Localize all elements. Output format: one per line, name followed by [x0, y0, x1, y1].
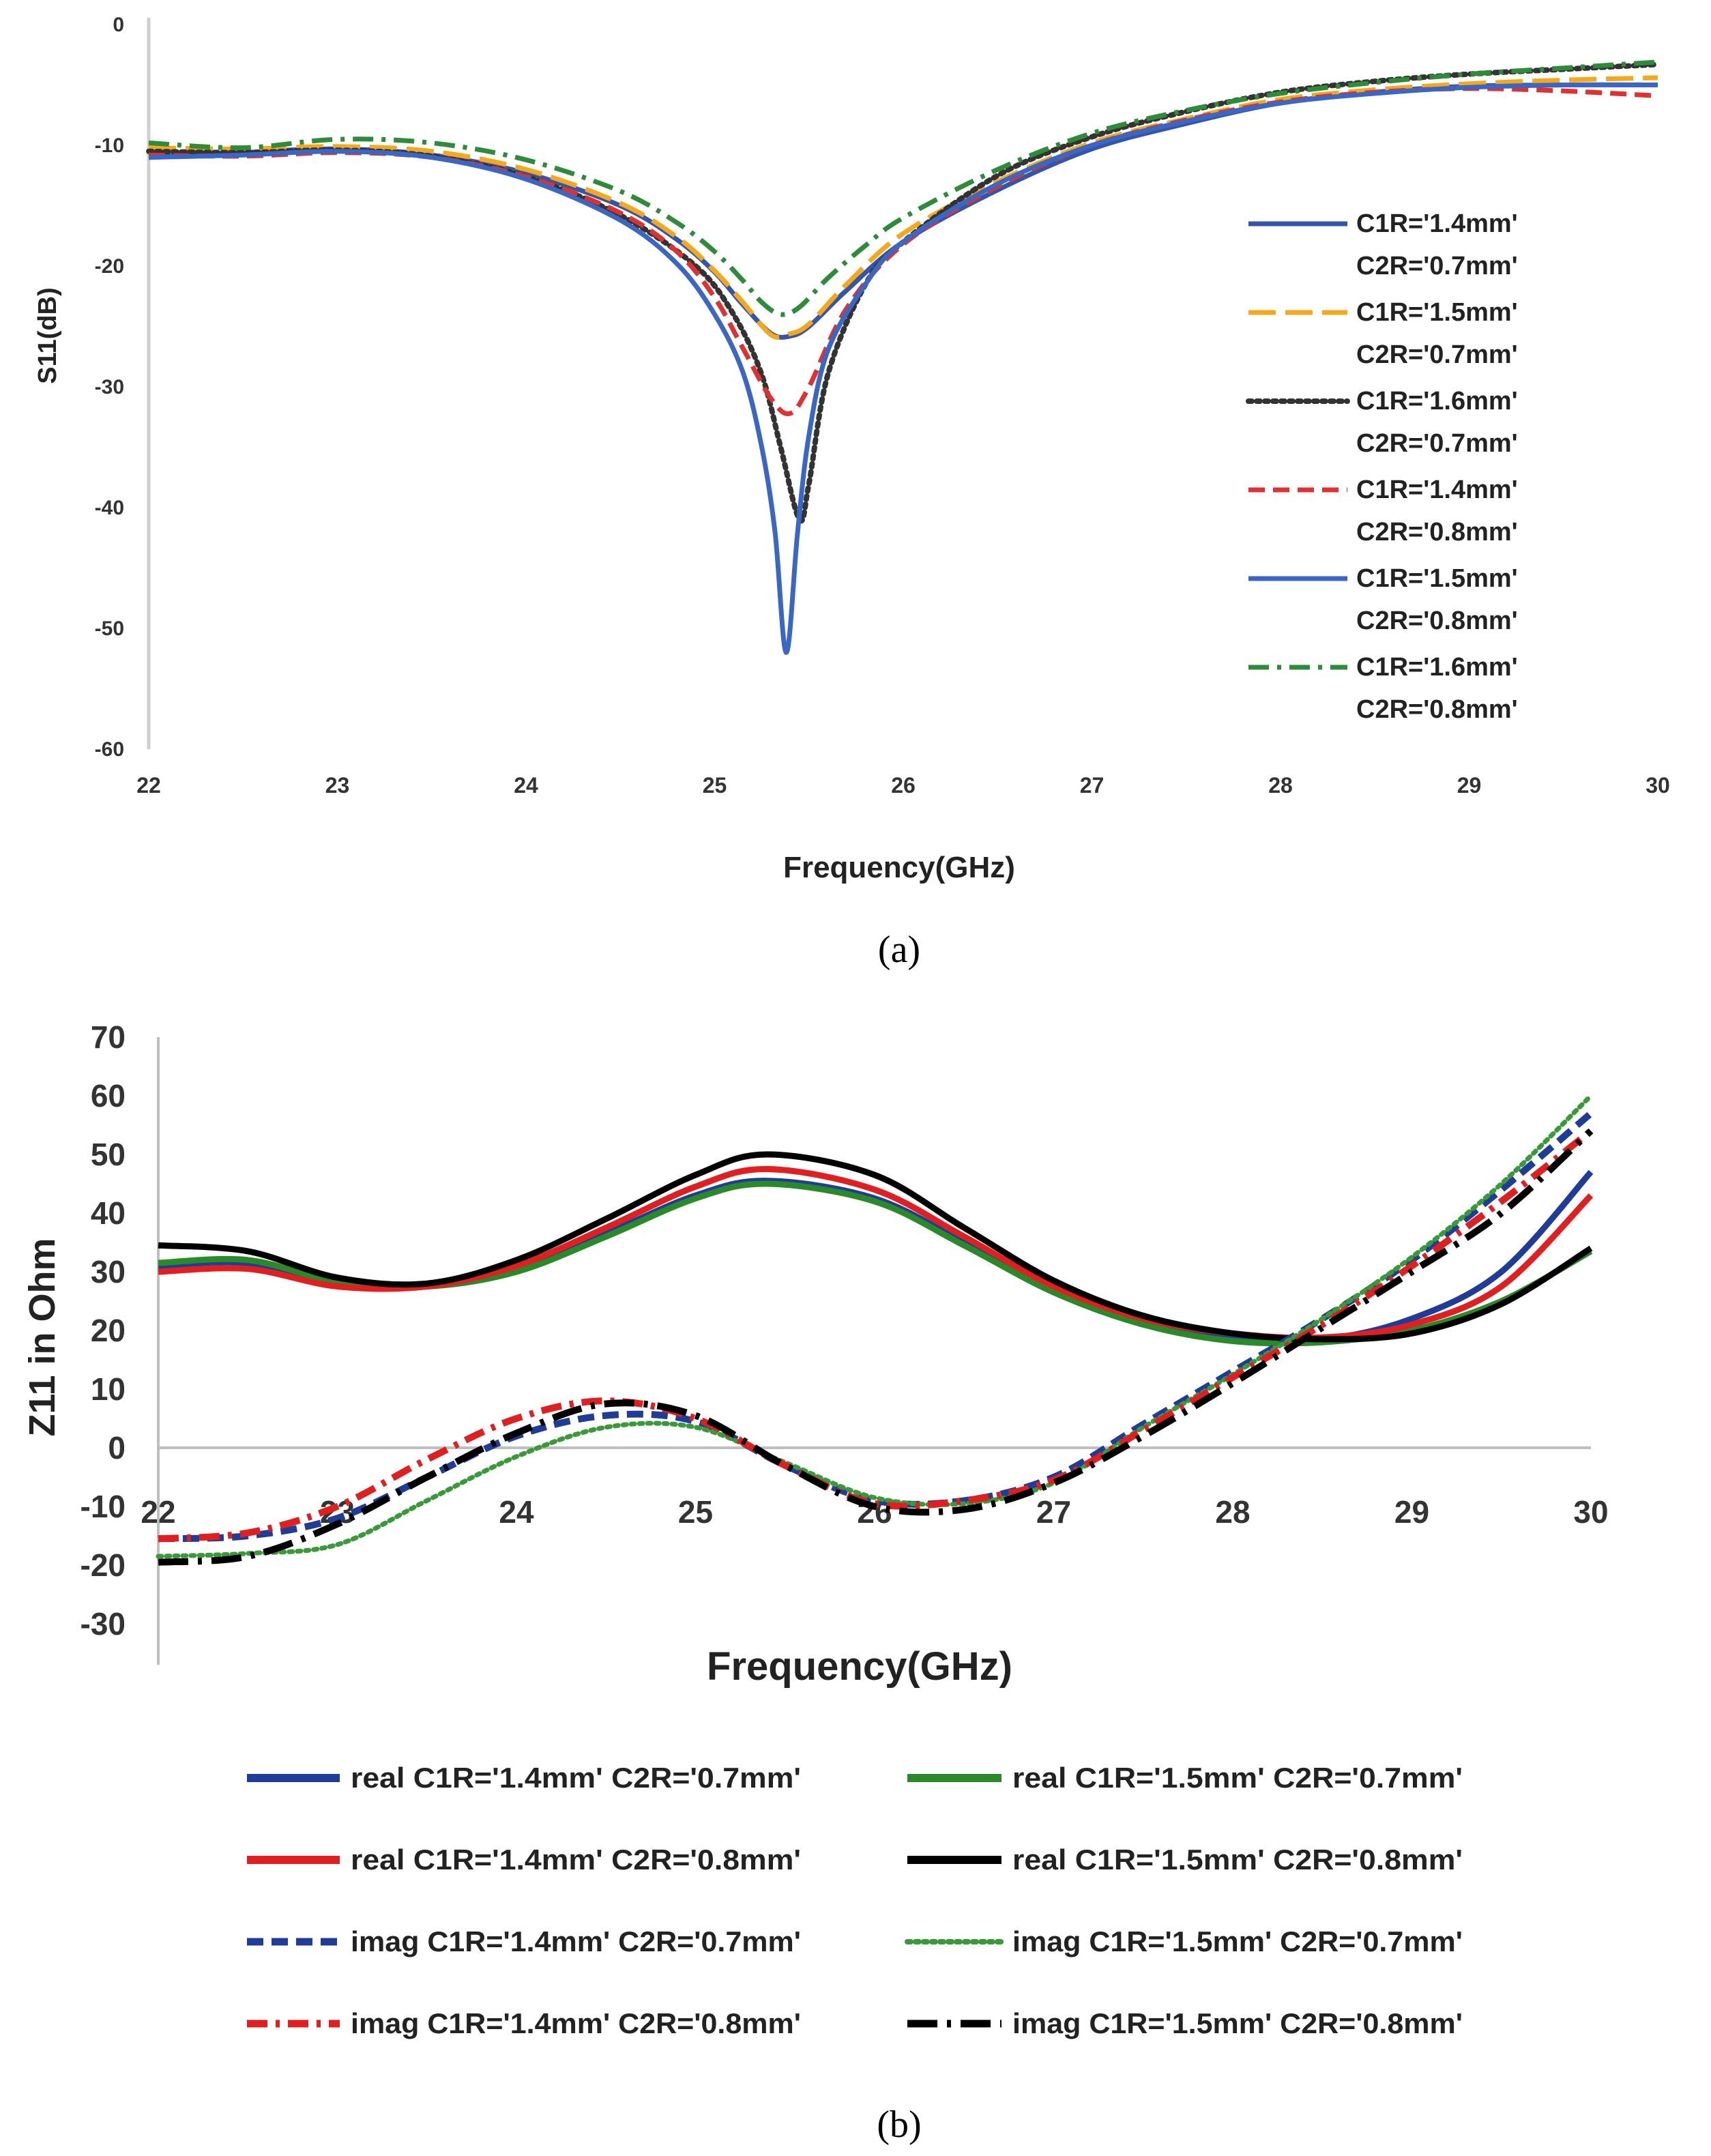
- legend-label: imag C1R='1.5mm' C2R='0.8mm': [1012, 2007, 1463, 2039]
- panel-caption: (b): [877, 2103, 921, 2146]
- y-axis-title: Z11 in Ohm: [22, 1238, 63, 1436]
- y-tick-label: -20: [81, 1547, 126, 1583]
- legend-label: C2R='0.7mm': [1356, 252, 1518, 280]
- series-line-5: [158, 1110, 1594, 1543]
- y-tick-label: 40: [91, 1195, 126, 1231]
- x-tick-label: 28: [1268, 773, 1293, 798]
- y-tick-label: -10: [81, 1489, 126, 1524]
- y-tick-label: 10: [91, 1371, 126, 1407]
- x-tick-label: 28: [1215, 1494, 1250, 1530]
- chart-panel-a: 0 -10 -20 -30 -40 -50 -60 22 23 24 25 26 27 28 29 30 Fre…: [0, 0, 1711, 982]
- y-tick-label: -30: [95, 376, 124, 398]
- x-tick-label: 29: [1394, 1494, 1429, 1530]
- legend-label: real C1R='1.4mm' C2R='0.8mm': [351, 1844, 801, 1876]
- legend-label: C1R='1.4mm': [1356, 476, 1518, 504]
- y-tick-label: 50: [91, 1137, 126, 1172]
- legend-label: C2R='0.7mm': [1356, 340, 1518, 369]
- x-tick-label: 22: [136, 773, 161, 798]
- y-tick-label: -40: [95, 497, 124, 519]
- legend-label: imag C1R='1.4mm' C2R='0.8mm': [351, 2007, 801, 2039]
- x-tick-label: 26: [891, 773, 916, 798]
- x-tick-label: 23: [325, 773, 350, 798]
- x-tick-label: 30: [1573, 1494, 1608, 1530]
- y-tick-label: -30: [81, 1606, 126, 1642]
- series-line-5: [148, 82, 1658, 655]
- y-tick-label: 0: [113, 14, 124, 36]
- legend-label: C1R='1.5mm': [1356, 564, 1518, 593]
- legend-label: real C1R='1.5mm' C2R='0.7mm': [1012, 1762, 1463, 1794]
- legend-label: imag C1R='1.4mm' C2R='0.7mm': [351, 1925, 801, 1957]
- x-axis-title: Frequency(GHz): [707, 1644, 1012, 1689]
- x-tick-label: 24: [514, 773, 538, 798]
- y-axis-title: S11(dB): [33, 287, 62, 383]
- legend-label: C2R='0.8mm': [1356, 607, 1518, 635]
- y-tick-label: -20: [95, 255, 124, 278]
- s11-chart: 0 -10 -20 -30 -40 -50 -60 22 23 24 25 26 27 28 29 30 Fre…: [33, 14, 1670, 971]
- x-tick-label: 24: [499, 1494, 534, 1530]
- y-tick-label: -50: [95, 617, 124, 640]
- x-tick-label: 29: [1457, 773, 1482, 798]
- legend-label: real C1R='1.4mm' C2R='0.7mm': [351, 1762, 801, 1794]
- series-line-3: [158, 1165, 1594, 1341]
- x-tick-label: 22: [141, 1494, 175, 1530]
- x-tick-label: 30: [1646, 773, 1670, 798]
- y-tick-label: 0: [108, 1430, 126, 1466]
- series-line-6: [156, 1093, 1594, 1559]
- legend-label: real C1R='1.5mm' C2R='0.8mm': [1012, 1844, 1463, 1876]
- x-axis-title: Frequency(GHz): [783, 851, 1015, 884]
- x-tick-label: 27: [1036, 1494, 1071, 1530]
- legend-label: C1R='1.5mm': [1356, 298, 1518, 327]
- legend-label: imag C1R='1.5mm' C2R='0.7mm': [1012, 1925, 1463, 1957]
- legend-label: C1R='1.6mm': [1356, 653, 1518, 682]
- legend-label: C2R='0.8mm': [1356, 518, 1518, 547]
- panel-caption: (a): [878, 929, 920, 971]
- x-tick-label: 25: [678, 1494, 713, 1530]
- series-line-4: [158, 1151, 1593, 1343]
- x-tick-label: 27: [1080, 773, 1105, 798]
- legend-label: C1R='1.6mm': [1356, 387, 1518, 416]
- series-line-1: [158, 1169, 1594, 1344]
- x-tick-label: 25: [703, 773, 727, 798]
- y-tick-label: -10: [95, 134, 124, 157]
- y-tick-label: 20: [91, 1313, 126, 1348]
- series-line-2: [158, 1180, 1593, 1347]
- series-line-7: [158, 1128, 1594, 1543]
- series-line-6: [148, 59, 1658, 317]
- legend-label: C1R='1.4mm': [1356, 209, 1518, 238]
- y-tick-label: -60: [95, 738, 124, 761]
- chart-panel-b: 70 60 50 40 30 20 10 0 -10 -20 -30 22 23 24 25 26 27 28 29…: [0, 982, 1711, 2156]
- y-tick-label: 60: [91, 1078, 126, 1113]
- y-tick-label: 30: [91, 1254, 126, 1290]
- legend-label: C2R='0.8mm': [1356, 695, 1518, 724]
- legend-label: C2R='0.7mm': [1356, 429, 1518, 458]
- y-tick-label: 70: [91, 1019, 126, 1055]
